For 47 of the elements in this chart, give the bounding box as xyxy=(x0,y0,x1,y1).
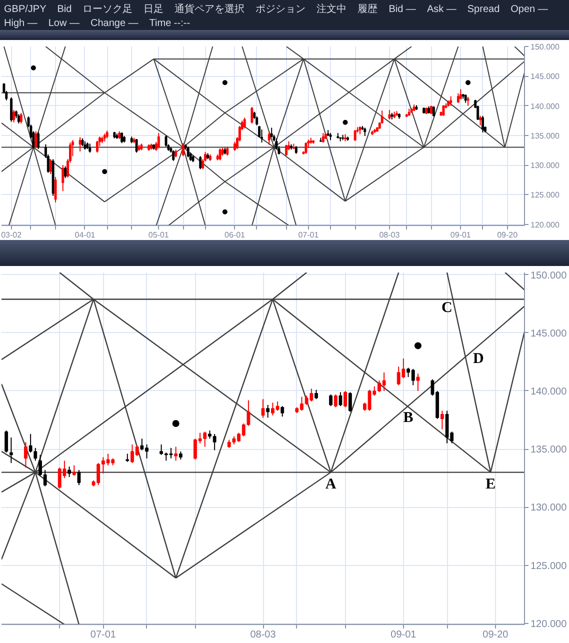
text: 日足 xyxy=(144,3,164,16)
y-tick-label: 140.000 xyxy=(530,102,560,111)
x-tick-label: 08-03 xyxy=(250,630,276,640)
y-tick-label: 125.000 xyxy=(530,560,568,572)
x-tick-label: 09-01 xyxy=(390,630,417,640)
annotation: D xyxy=(472,351,484,368)
annotation: B xyxy=(403,410,414,426)
y-tick-label: 120.000 xyxy=(530,618,568,630)
x-tick-label: 05-01 xyxy=(148,230,170,240)
text: ポジション xyxy=(256,3,306,16)
y-tick-label: 135.000 xyxy=(530,444,568,456)
x-tick-label: 03-02 xyxy=(1,230,22,240)
y-tick-label: 150.000 xyxy=(530,270,568,282)
y-tick-label: 130.000 xyxy=(530,502,568,514)
x-tick-label: 06-01 xyxy=(224,230,246,240)
y-tick-label: 120.000 xyxy=(530,220,560,230)
x-tick-label: 09-20 xyxy=(497,230,518,240)
text: 履歴 xyxy=(358,3,378,16)
text: GBP/JPY xyxy=(4,3,46,16)
annotation: C xyxy=(441,300,452,316)
x-tick-label: 04-01 xyxy=(74,230,96,240)
text: Change — xyxy=(90,17,138,30)
text: Open — xyxy=(510,3,548,16)
text: Spread xyxy=(467,3,500,16)
x-tick-label: 07-01 xyxy=(298,230,320,240)
text: Time --:-- xyxy=(149,17,190,30)
x-tick-label: 07-01 xyxy=(90,630,116,640)
y-tick-label: 130.000 xyxy=(530,161,560,170)
y-tick-label: 135.000 xyxy=(530,131,560,140)
y-tick-label: 150.000 xyxy=(530,42,560,52)
y-tick-label: 145.000 xyxy=(530,72,560,82)
text: Low — xyxy=(48,17,80,30)
y-tick-label: 145.000 xyxy=(530,328,568,340)
x-tick-label: 08-03 xyxy=(379,230,400,240)
text: Bid — xyxy=(388,3,416,16)
text: Ask — xyxy=(426,3,456,16)
annotation: E xyxy=(486,476,496,492)
x-tick-label: 09-01 xyxy=(450,230,472,240)
text: High — xyxy=(4,17,38,30)
y-tick-label: 125.000 xyxy=(530,190,560,200)
annotation: A xyxy=(325,476,336,492)
text: Bid xyxy=(57,3,72,16)
x-tick-label: 09-20 xyxy=(482,630,509,640)
text: 通貨ペアを選択 xyxy=(174,3,245,16)
y-tick-label: 140.000 xyxy=(530,386,568,398)
text: ローソク足 xyxy=(82,3,133,16)
text: 注文中 xyxy=(316,3,347,16)
